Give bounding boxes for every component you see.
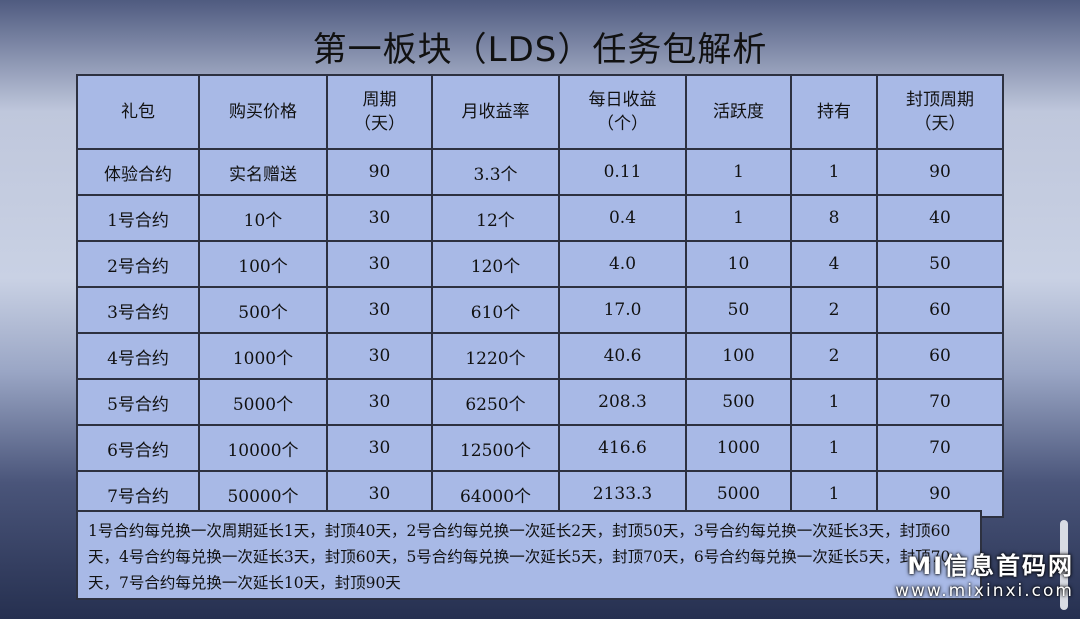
table-cell: 30 (326, 424, 433, 472)
table-cell: 70 (876, 378, 1004, 426)
table-cell: 12个 (431, 194, 560, 242)
column-header-text: （个） (597, 114, 648, 134)
table-cell: 30 (326, 378, 433, 426)
column-header: 每日收益 （个） (558, 74, 687, 150)
column-header: 持有 (790, 74, 878, 150)
table-cell: 体验合约 (76, 148, 200, 196)
table-cell: 6250个 (431, 378, 560, 426)
table-cell: 1000 (685, 424, 792, 472)
table-cell: 60 (876, 286, 1004, 334)
table-cell: 1号合约 (76, 194, 200, 242)
table-row: 5号合约 5000个 30 6250个 208.3 500 1 70 (76, 378, 1004, 426)
table-cell: 8 (790, 194, 878, 242)
table-cell: 70 (876, 424, 1004, 472)
table-cell: 610个 (431, 286, 560, 334)
column-header-text: （天） (914, 114, 966, 134)
table-cell: 2 (790, 286, 878, 334)
table-cell: 50 (876, 240, 1004, 288)
table-header-row: 礼包 购买价格 周期 （天） 月收益率 每日收益 （个） 活跃度 持有 封顶周期 （天） (76, 74, 1004, 150)
table-row: 2号合约 100个 30 120个 4.0 10 4 50 (76, 240, 1004, 288)
table-cell: 12500个 (431, 424, 560, 472)
table-cell: 5号合约 (76, 378, 200, 426)
table-cell: 40.6 (558, 332, 687, 380)
table-cell: 1 (685, 194, 792, 242)
table-cell: 1 (685, 148, 792, 196)
table-cell: 1 (790, 378, 878, 426)
contract-table: 礼包 购买价格 周期 （天） 月收益率 每日收益 （个） 活跃度 持有 封顶周期 （天） 体验合约实… (76, 74, 1004, 518)
table-cell: 120个 (431, 240, 560, 288)
table-cell: 2 (790, 332, 878, 380)
table-row: 7号合约 50000个 30 64000个 2133.3 5000 1 90 (76, 470, 1004, 518)
table-row: 体验合约 实名赠送 90 3.3个 0.11 1 1 90 (76, 148, 1004, 196)
table-cell: 500个 (198, 286, 328, 334)
table-cell: 5000个 (198, 378, 328, 426)
column-header: 月收益率 (431, 74, 560, 150)
table-cell: 1 (790, 424, 878, 472)
table-cell: 500 (685, 378, 792, 426)
table-cell: 208.3 (558, 378, 687, 426)
footnote: 1号合约每兑换一次周期延长1天，封顶40天，2号合约每兑换一次延长2天，封顶50… (76, 510, 982, 600)
column-header-text: 礼包 (121, 102, 155, 122)
column-header-text: 持有 (817, 102, 851, 122)
table-cell: 6号合约 (76, 424, 200, 472)
column-header: 购买价格 (198, 74, 328, 150)
watermark-logo: MI信息首码网 www.mixinxi.com (895, 546, 1074, 601)
watermark-title: MI信息首码网 (907, 552, 1074, 580)
column-header: 封顶周期 （天） (876, 74, 1004, 150)
column-header-text: 月收益率 (461, 102, 530, 122)
table-cell: 3号合约 (76, 286, 200, 334)
column-header: 活跃度 (685, 74, 792, 150)
table-cell: 4号合约 (76, 332, 200, 380)
table-cell: 0.4 (558, 194, 687, 242)
column-header-text: 周期 (362, 90, 397, 110)
column-header: 礼包 (76, 74, 200, 150)
table-row: 4号合约 1000个 30 1220个 40.6 100 2 60 (76, 332, 1004, 380)
table-row: 1号合约 10个 30 12个 0.4 1 8 40 (76, 194, 1004, 242)
column-header-text: 活跃度 (713, 102, 764, 122)
table-cell: 实名赠送 (198, 148, 328, 196)
table-cell: 416.6 (558, 424, 687, 472)
table-cell: 50 (685, 286, 792, 334)
page-title: 第一板块（LDS）任务包解析 (312, 30, 768, 70)
table-cell: 40 (876, 194, 1004, 242)
table-cell: 60 (876, 332, 1004, 380)
table-cell: 4 (790, 240, 878, 288)
table-cell: 10个 (198, 194, 328, 242)
column-header-text: 封顶周期 (906, 90, 974, 110)
table-cell: 90 (326, 148, 433, 196)
table-cell: 30 (326, 194, 433, 242)
table-cell: 3.3个 (431, 148, 560, 196)
table-cell: 1220个 (431, 332, 560, 380)
column-header: 周期 （天） (326, 74, 433, 150)
table-cell: 1000个 (198, 332, 328, 380)
table-cell: 100个 (198, 240, 328, 288)
table-cell: 17.0 (558, 286, 687, 334)
table-cell: 0.11 (558, 148, 687, 196)
table-cell: 30 (326, 240, 433, 288)
table-cell: 100 (685, 332, 792, 380)
scrollbar[interactable] (1060, 520, 1068, 610)
table-row: 6号合约 10000个 30 12500个 416.6 1000 1 70 (76, 424, 1004, 472)
column-header-text: （天） (354, 114, 405, 134)
table-cell: 30 (326, 332, 433, 380)
table-cell: 10000个 (198, 424, 328, 472)
column-header-text: 购买价格 (229, 102, 297, 122)
table-cell: 10 (685, 240, 792, 288)
table-cell: 2号合约 (76, 240, 200, 288)
watermark-url: www.mixinxi.com (895, 581, 1074, 601)
table-cell: 4.0 (558, 240, 687, 288)
table-cell: 90 (876, 148, 1004, 196)
column-header-text: 每日收益 (588, 90, 657, 110)
table-cell: 30 (326, 286, 433, 334)
table-row: 3号合约 500个 30 610个 17.0 50 2 60 (76, 286, 1004, 334)
table-cell: 1 (790, 148, 878, 196)
